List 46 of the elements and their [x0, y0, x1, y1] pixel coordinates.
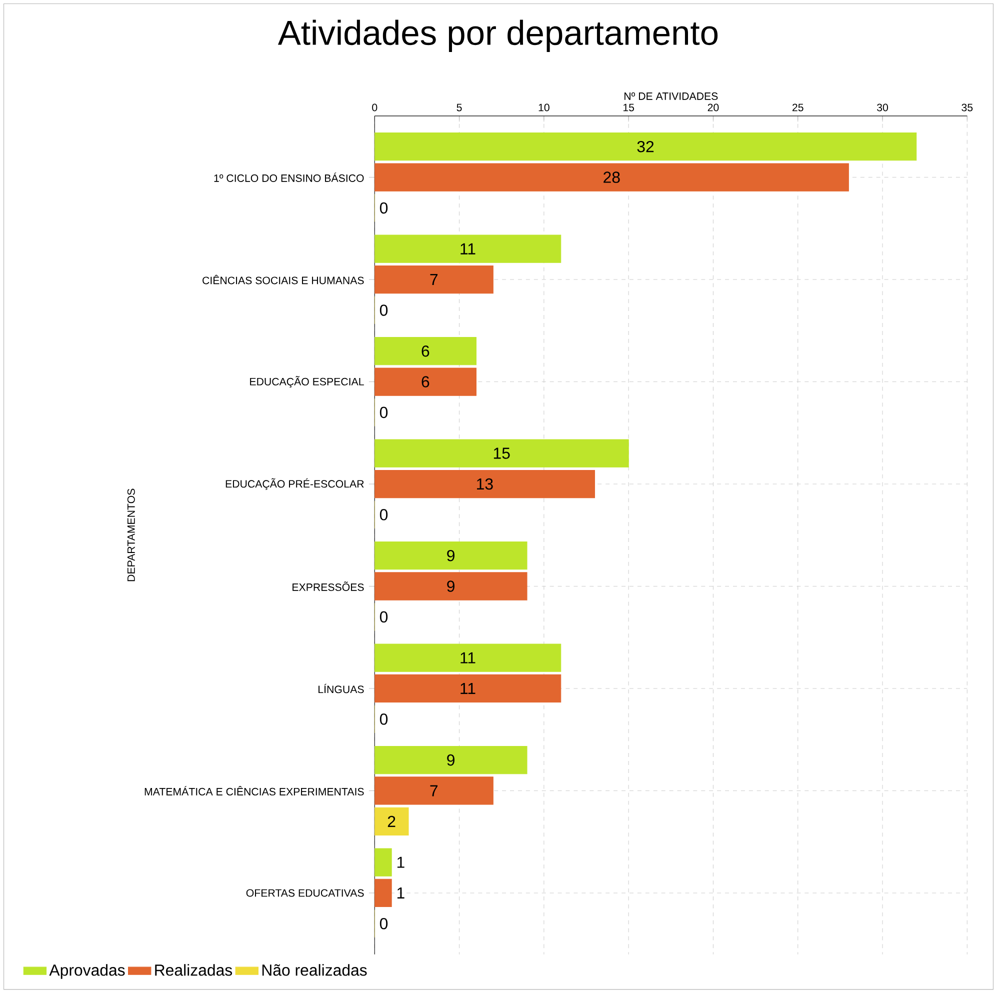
- data-label: 0: [380, 611, 388, 622]
- chart-title: Atividades por departamento: [278, 20, 718, 52]
- data-label: 0: [380, 406, 388, 418]
- y-tick-label: 1º CICLO DO ENSINO BÁSICO: [214, 172, 364, 182]
- data-label: 1: [397, 887, 404, 898]
- data-label: 9: [447, 754, 454, 766]
- legend-label: Realizadas: [155, 964, 232, 976]
- y-tick-label: CIÊNCIAS SOCIAIS E HUMANAS: [202, 274, 364, 284]
- y-axis-title: DEPARTAMENTOS: [127, 488, 135, 581]
- data-label: 6: [422, 376, 430, 388]
- x-tick-label: 0: [372, 104, 378, 112]
- data-label: 11: [460, 682, 476, 694]
- data-label: 0: [380, 918, 388, 930]
- y-tick-label: EXPRESSÕES: [292, 581, 364, 591]
- data-label: 11: [460, 652, 476, 664]
- x-tick-label: 5: [456, 104, 462, 112]
- data-label: 32: [637, 140, 654, 152]
- x-tick-label: 30: [877, 104, 888, 112]
- data-label: 1: [397, 856, 404, 868]
- data-label: 6: [422, 345, 430, 357]
- legend-label: Aprovadas: [49, 964, 125, 979]
- y-tick-label: MATEMÁTICA E CIÊNCIAS EXPERIMENTAIS: [144, 786, 364, 796]
- x-tick-label: 35: [962, 104, 973, 112]
- data-label: 7: [430, 274, 438, 285]
- data-label: 7: [430, 785, 438, 796]
- data-label: 9: [447, 550, 454, 562]
- x-tick-label: 20: [708, 104, 719, 112]
- y-tick-label: LÍNGUAS: [318, 684, 364, 694]
- legend-label: Não realizadas: [262, 964, 367, 976]
- data-label: 2: [388, 816, 396, 827]
- data-label: 0: [380, 713, 388, 725]
- data-label: 15: [494, 448, 510, 459]
- y-tick-label: OFERTAS EDUCATIVAS: [246, 889, 364, 897]
- data-label: 13: [477, 478, 493, 490]
- x-tick-label: 10: [538, 104, 550, 112]
- x-tick-label: 25: [792, 104, 804, 112]
- data-label: 9: [447, 580, 454, 592]
- data-label: 11: [460, 243, 476, 254]
- data-label: 28: [604, 172, 620, 183]
- data-label: 0: [380, 202, 388, 214]
- y-tick-label: EDUCAÇÃO ESPECIAL: [250, 376, 364, 388]
- y-tick-label: EDUCAÇÃO PRÉ-ESCOLAR: [226, 478, 364, 490]
- data-label: 0: [380, 508, 388, 520]
- x-tick-label: 15: [623, 104, 634, 112]
- x-axis-title: Nº DE ATIVIDADES: [624, 92, 718, 100]
- data-label: 0: [380, 304, 388, 316]
